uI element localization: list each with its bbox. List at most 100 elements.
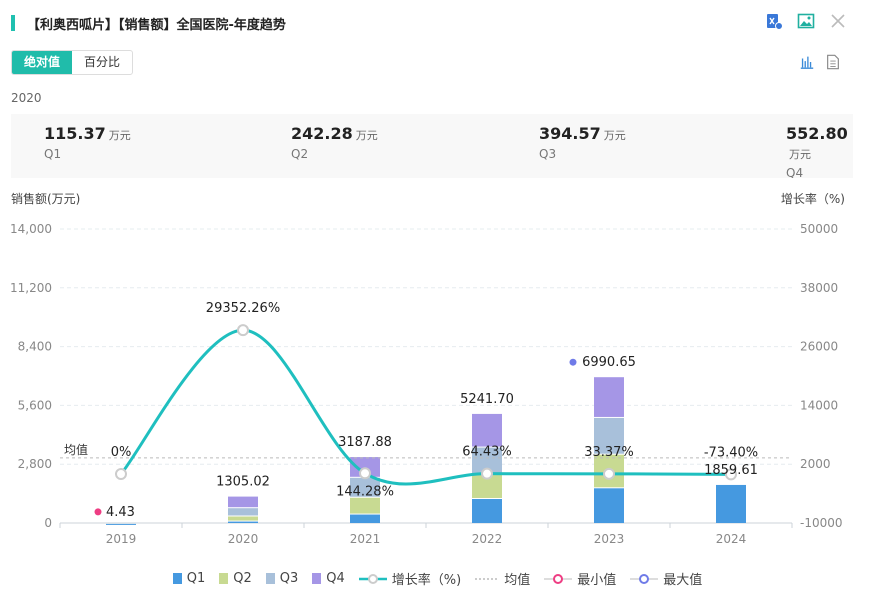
legend-label: 增长率（%) (391, 573, 462, 588)
legend-item-q4[interactable]: Q4 (312, 571, 345, 586)
card-unit: 万元 (108, 129, 131, 142)
total-label: 3187.88 (338, 435, 392, 450)
bar-q1 (106, 523, 136, 525)
growth-point (115, 468, 127, 480)
chart-canvas: 0 -10000 2,800 2000 5,600 14000 8,400 26000 11,2… (10, 222, 843, 546)
value-mode-toggle[interactable]: 绝对值 百分比 (11, 50, 134, 75)
x-tick-label: 2023 (594, 532, 625, 546)
legend-swatch (172, 573, 182, 584)
average-label: 均值 (64, 442, 88, 457)
bar-q3 (228, 508, 258, 516)
export-excel-icon[interactable] (765, 12, 783, 30)
legend-label: 最大值 (663, 573, 703, 588)
bar-q1 (472, 499, 502, 523)
growth-point (603, 467, 615, 480)
bar-q2 (472, 474, 502, 499)
growth-label: 33.37% (584, 445, 634, 460)
legend-swatch (265, 573, 275, 584)
bar-q4 (228, 496, 258, 508)
bar-q1 (716, 484, 746, 523)
close-icon[interactable] (829, 12, 847, 30)
y-tick-label: 2,800 (18, 457, 52, 471)
legend-line-icon (358, 573, 387, 584)
chart-title: 【利奥西呱片】【销售额】全国医院-年度趋势 (27, 17, 286, 33)
legend-item-q1[interactable]: Q1 (172, 571, 206, 586)
card-label: Q2 (291, 147, 309, 161)
bar-chart-icon[interactable] (799, 54, 815, 70)
legend-label: 均值 (504, 573, 531, 588)
growth-line (119, 328, 732, 486)
y-tick-label: 14,000 (10, 222, 52, 236)
card-value: 242.28 (291, 124, 353, 143)
total-label: 1859.61 (704, 463, 758, 478)
card-unit: 万元 (789, 148, 811, 161)
legend-item-q3[interactable]: Q3 (265, 571, 298, 586)
y2-tick-label: 26000 (800, 340, 838, 354)
y2-tick-label: 2000 (800, 457, 831, 471)
bar-q1 (350, 514, 380, 523)
table-document-icon[interactable] (825, 54, 841, 70)
min-marker (94, 508, 102, 516)
summary-card-q2: 242.28 万元 Q2 (291, 124, 378, 161)
growth-label: 0% (111, 445, 132, 460)
y-tick-label: 0 (44, 516, 52, 530)
chart-header: 【利奥西呱片】【销售额】全国医院-年度趋势 (11, 14, 286, 33)
growth-point (237, 324, 249, 337)
legend-item-q2[interactable]: Q2 (219, 571, 252, 586)
legend-item-average[interactable]: 均值 (475, 569, 530, 588)
bar-q2 (228, 516, 258, 521)
legend-item-max[interactable]: 最大值 (630, 569, 702, 588)
card-label: Q1 (44, 147, 62, 161)
max-marker (569, 358, 577, 366)
growth-label: 144.28% (336, 484, 394, 499)
bar-q3 (594, 417, 624, 454)
bar-q1 (594, 488, 624, 523)
legend: Q1 Q2 Q3 Q4 增长率（%) 均值 最小值 最大值 (0, 569, 875, 588)
bar-q4 (350, 457, 380, 477)
legend-label: Q1 (186, 571, 206, 586)
legend-item-min[interactable]: 最小值 (544, 569, 616, 588)
y2-tick-label: 38000 (800, 281, 838, 295)
legend-label: Q2 (233, 571, 252, 586)
bar-q3 (350, 477, 380, 497)
growth-label: 64.43% (462, 445, 512, 460)
y-tick-label: 11,200 (10, 281, 52, 295)
y2-tick-label: 50000 (800, 222, 838, 236)
card-label: Q4 (786, 166, 804, 178)
summary-card-q4: 552.80 万元 Q4 (786, 124, 853, 178)
card-unit: 万元 (355, 129, 378, 142)
card-value: 115.37 (44, 124, 106, 143)
title-accent-bar (11, 15, 15, 31)
growth-point (725, 468, 737, 481)
export-image-icon[interactable] (797, 12, 815, 30)
tab-absolute[interactable]: 绝对值 (12, 51, 73, 74)
tab-percent[interactable]: 百分比 (84, 55, 121, 69)
card-value: 552.80 (786, 124, 848, 143)
quarter-summary: 115.37 万元 Q1 242.28 万元 Q2 394.57 万元 Q3 552.80万… (11, 114, 853, 178)
x-tick-label: 2021 (350, 532, 381, 546)
growth-point (481, 467, 493, 480)
y2-tick-label: 14000 (800, 398, 838, 412)
total-label: 5241.70 (460, 392, 514, 407)
y2-axis-title: 增长率（%) (780, 192, 845, 206)
card-value: 394.57 (539, 124, 601, 143)
bar-q4 (594, 377, 624, 417)
y-tick-label: 5,600 (18, 398, 52, 412)
growth-label: -73.40% (704, 445, 758, 460)
total-label: 1305.02 (216, 475, 270, 490)
legend-label: Q4 (326, 571, 345, 586)
card-unit: 万元 (603, 129, 626, 142)
legend-min-icon (544, 573, 573, 584)
y2-tick-label: -10000 (800, 516, 843, 530)
legend-dashed-icon (475, 578, 500, 579)
growth-label: 29352.26% (206, 301, 280, 316)
legend-swatch (219, 573, 229, 584)
bar-q2 (350, 497, 380, 514)
x-tick-label: 2022 (472, 532, 503, 546)
legend-max-icon (630, 573, 659, 584)
legend-swatch (312, 573, 322, 584)
legend-item-growth[interactable]: 增长率（%) (358, 569, 462, 588)
total-label: 6990.65 (582, 355, 636, 370)
y-tick-label: 8,400 (18, 340, 52, 354)
summary-year: 2020 (11, 91, 42, 105)
